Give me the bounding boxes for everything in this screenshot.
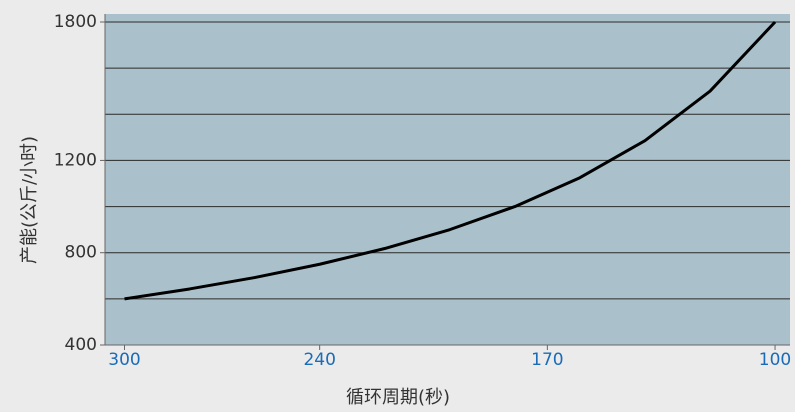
y-tick-label: 400 <box>65 335 97 355</box>
y-tick-label: 800 <box>65 243 97 263</box>
x-tick-label: 170 <box>531 350 563 370</box>
x-tick-label: 300 <box>108 350 140 370</box>
y-tick-label: 1200 <box>54 150 97 170</box>
y-axis-title: 产能(公斤/小时) <box>19 136 40 264</box>
x-tick-label: 240 <box>303 350 335 370</box>
x-tick-label: 100 <box>759 350 791 370</box>
line <box>124 20 777 301</box>
plot-area <box>105 14 790 345</box>
x-axis-title: 循环周期(秒) <box>346 387 450 408</box>
y-tick-label: 1800 <box>54 12 97 32</box>
